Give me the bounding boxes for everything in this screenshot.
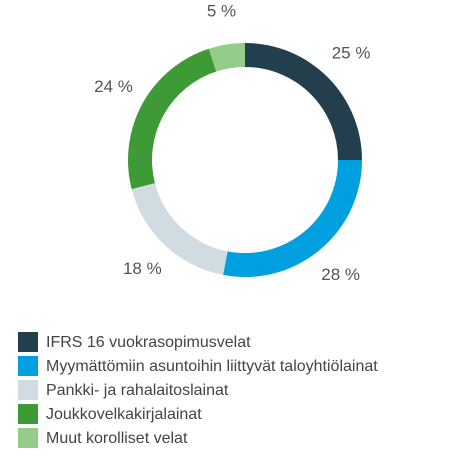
- legend-label: Muut korolliset velat: [46, 430, 188, 447]
- legend-swatch: [18, 356, 38, 376]
- slice-label: 18 %: [123, 259, 162, 278]
- slice: [223, 160, 362, 278]
- slice-label: 5 %: [207, 1, 236, 20]
- slice: [245, 43, 362, 160]
- slice: [208, 43, 245, 72]
- slice-label: 24 %: [94, 77, 133, 96]
- slice: [127, 48, 217, 190]
- legend-swatch: [18, 332, 38, 352]
- legend-label: IFRS 16 vuokrasopimusvelat: [46, 334, 251, 351]
- legend-label: Pankki- ja rahalaitoslainat: [46, 382, 229, 399]
- legend-swatch: [18, 380, 38, 400]
- legend-label: Myymättömiin asuntoihin liittyvät taloyh…: [46, 358, 378, 375]
- legend-swatch: [18, 428, 38, 448]
- slice-label: 25 %: [332, 43, 371, 62]
- legend-label: Joukkovelkakirjalainat: [46, 406, 202, 423]
- slice: [131, 183, 228, 275]
- legend-swatch: [18, 404, 38, 424]
- slice-label: 28 %: [321, 265, 360, 284]
